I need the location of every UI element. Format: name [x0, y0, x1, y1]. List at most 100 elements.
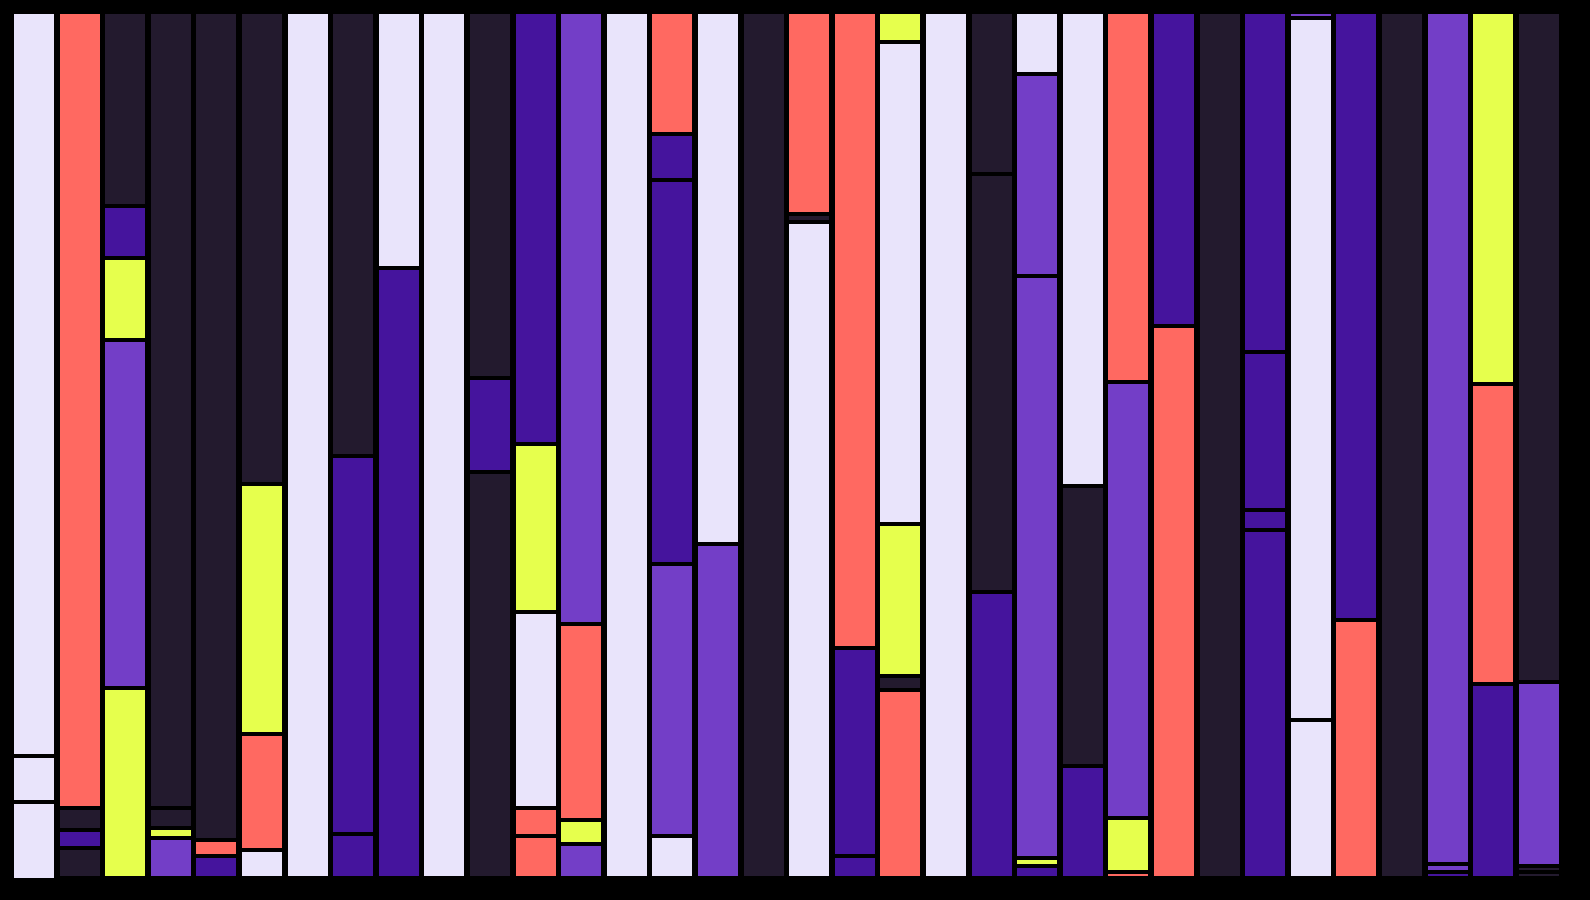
stripe-column — [1471, 12, 1515, 888]
stripe-segment — [878, 12, 922, 42]
stripe-segment — [605, 12, 649, 878]
stripe-segment — [833, 856, 877, 878]
stripe-column — [605, 12, 649, 888]
stripe-segment — [377, 268, 421, 878]
stripe-column — [286, 12, 330, 888]
stripe-segment — [149, 808, 193, 828]
stripe-segment — [240, 850, 284, 878]
stripe-segment — [1517, 872, 1561, 878]
stripe-segment — [1289, 720, 1333, 878]
stripe-column — [833, 12, 877, 888]
stripe-segment — [878, 524, 922, 676]
stripe-segment — [1015, 866, 1059, 878]
stripe-column — [1517, 12, 1561, 888]
stripe-segment — [468, 12, 512, 378]
stripe-segment — [58, 808, 102, 830]
stripe-segment — [1289, 18, 1333, 720]
stripe-segment — [696, 12, 740, 544]
stripe-segment — [1243, 352, 1287, 510]
stripe-segment — [559, 820, 603, 844]
stripe-segment — [650, 836, 694, 878]
stripe-segment — [514, 808, 558, 836]
stripe-segment — [1015, 858, 1059, 866]
stripe-segment — [878, 690, 922, 878]
stripe-segment — [103, 340, 147, 688]
stripe-segment — [1061, 12, 1105, 486]
stripe-segment — [1198, 12, 1242, 878]
stripe-segment — [12, 802, 56, 880]
stripe-column — [514, 12, 558, 888]
stripe-segment — [559, 12, 603, 624]
stripe-segment — [924, 12, 968, 878]
stripe-segment — [1243, 12, 1287, 352]
stripe-column — [468, 12, 512, 888]
stripe-segment — [559, 624, 603, 820]
stripe-segment — [1380, 12, 1424, 878]
stripe-segment — [1334, 12, 1378, 620]
stripe-column — [1426, 12, 1470, 888]
stripe-segment — [468, 472, 512, 878]
stripe-segment — [970, 592, 1014, 878]
stripe-segment — [58, 830, 102, 848]
stripe-segment — [1426, 872, 1470, 878]
stripe-segment — [1152, 326, 1196, 878]
stripe-segment — [1152, 12, 1196, 326]
stripe-segment — [468, 378, 512, 472]
stripe-segment — [103, 258, 147, 340]
stripe-column — [787, 12, 831, 888]
stripe-column — [559, 12, 603, 888]
stripe-segment — [1471, 384, 1515, 684]
stripe-segment — [1243, 530, 1287, 878]
stripe-segment — [377, 12, 421, 268]
stripe-segment — [194, 856, 238, 878]
stripe-column — [240, 12, 284, 888]
stripe-segment — [970, 12, 1014, 174]
stripe-segment — [58, 848, 102, 878]
stripe-segment — [1106, 12, 1150, 382]
stripe-segment — [194, 12, 238, 840]
stripe-segment — [240, 734, 284, 850]
stripe-column — [103, 12, 147, 888]
stripe-segment — [514, 612, 558, 808]
stripe-segment — [1106, 872, 1150, 878]
stripe-segment — [650, 564, 694, 836]
stripe-segment — [240, 12, 284, 484]
stripe-column — [422, 12, 466, 888]
stripe-segment — [650, 180, 694, 564]
stripe-segment — [331, 834, 375, 878]
stripe-segment — [422, 12, 466, 878]
stripe-column — [1198, 12, 1242, 888]
stripe-segment — [1517, 866, 1561, 872]
stripe-column — [970, 12, 1014, 888]
stripe-column — [58, 12, 102, 888]
stripe-segment — [103, 688, 147, 878]
stripe-segment — [12, 12, 56, 756]
stripe-segment — [1243, 510, 1287, 530]
stripe-column — [194, 12, 238, 888]
stripe-segment — [787, 222, 831, 878]
stripe-segment — [1426, 864, 1470, 872]
stripe-segment — [878, 676, 922, 690]
stripe-segment — [103, 12, 147, 206]
stripe-column — [1106, 12, 1150, 888]
stripe-segment — [787, 214, 831, 222]
stripe-column — [878, 12, 922, 888]
stripe-segment — [787, 12, 831, 214]
stripe-segment — [331, 12, 375, 456]
stripe-segment — [650, 134, 694, 180]
stripe-segment — [1015, 12, 1059, 74]
stripe-segment — [286, 12, 330, 878]
stripe-column — [924, 12, 968, 888]
stripe-segment — [103, 206, 147, 258]
stripe-segment — [1471, 684, 1515, 878]
stripe-segment — [878, 42, 922, 524]
stripe-column — [12, 12, 56, 888]
stripe-segment — [58, 12, 102, 808]
stripe-segment — [240, 484, 284, 734]
stripe-column — [1061, 12, 1105, 888]
stripe-segment — [1517, 682, 1561, 866]
stripe-segment — [696, 544, 740, 878]
stripe-column — [742, 12, 786, 888]
stripe-segment — [1061, 766, 1105, 878]
stripe-segment — [1334, 620, 1378, 878]
